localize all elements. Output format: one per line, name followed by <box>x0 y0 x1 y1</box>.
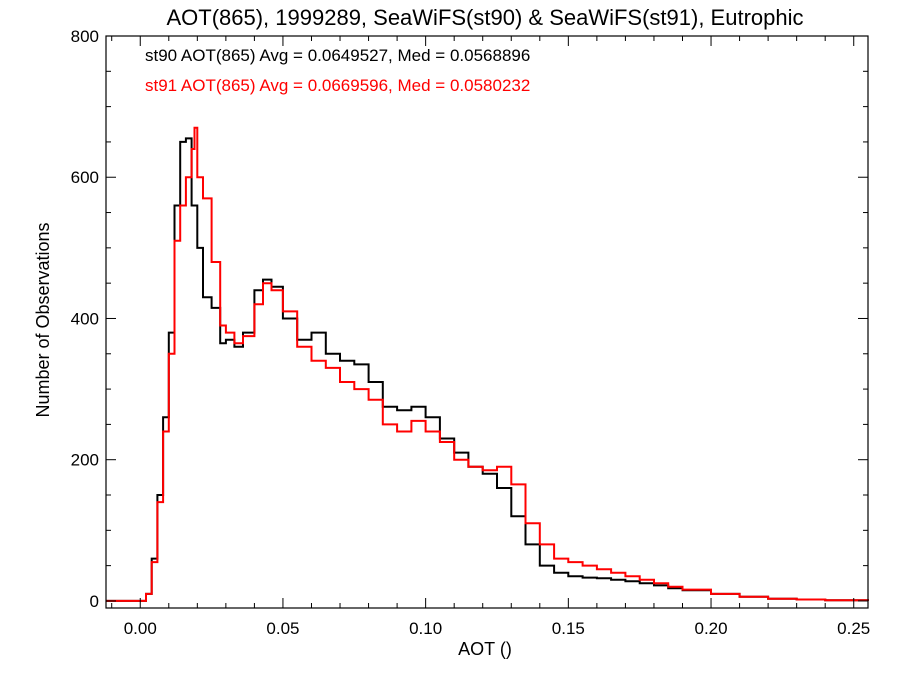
x-tick-label: 0.25 <box>837 619 870 638</box>
x-tick-label: 0.10 <box>409 619 442 638</box>
x-tick-label: 0.15 <box>552 619 585 638</box>
y-tick-label: 200 <box>71 451 99 470</box>
plot-frame <box>105 35 869 609</box>
axes-layer: 0.00 0.05 0.10 0.15 0.20 0.25 0 200 400 600 800 <box>71 27 871 638</box>
legend-entry-st91: st91 AOT(865) Avg = 0.0669596, Med = 0.0… <box>145 76 530 95</box>
y-tick-label: 800 <box>71 27 99 46</box>
y-tick-label: 600 <box>71 168 99 187</box>
legend-entry-st90: st90 AOT(865) Avg = 0.0649527, Med = 0.0… <box>145 46 530 65</box>
x-tick-label: 0.05 <box>266 619 299 638</box>
x-tick-label: 0.00 <box>124 619 157 638</box>
x-axis-label: AOT () <box>458 639 512 659</box>
x-tick-label: 0.20 <box>694 619 727 638</box>
series-line-st91 <box>106 126 869 602</box>
y-tick-label: 0 <box>90 592 99 611</box>
chart-title: AOT(865), 1999289, SeaWiFS(st90) & SeaWi… <box>166 5 803 30</box>
y-axis-label: Number of Observations <box>33 222 53 417</box>
series-layer <box>106 126 869 602</box>
y-tick-label: 400 <box>71 309 99 328</box>
